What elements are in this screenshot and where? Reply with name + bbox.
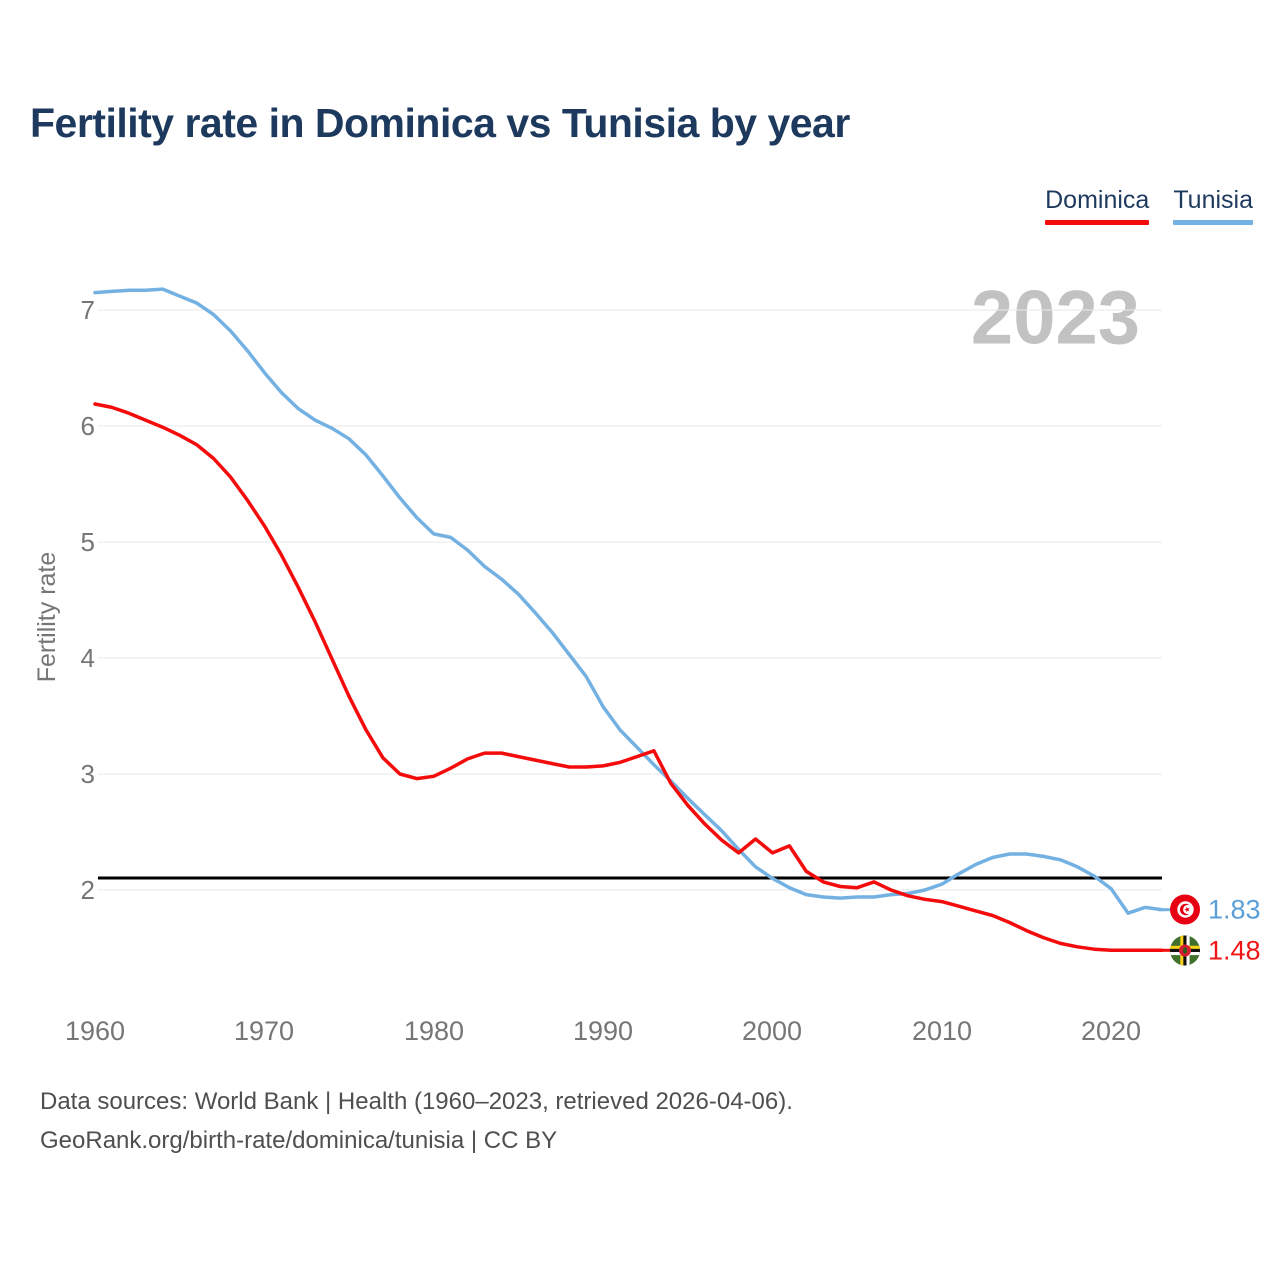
legend-item-dominica[interactable]: Dominica [1045, 186, 1150, 225]
dominica-line [93, 402, 1164, 953]
x-tick: 1960 [65, 1016, 125, 1046]
x-tick: 2010 [912, 1016, 972, 1046]
x-tick: 1980 [404, 1016, 464, 1046]
x-tick: 2020 [1081, 1016, 1141, 1046]
y-tick: 2 [81, 875, 95, 905]
source-line: Data sources: World Bank | Health (1960–… [40, 1088, 793, 1115]
y-tick: 3 [81, 759, 95, 789]
y-tick: 5 [81, 527, 95, 557]
x-tick: 1990 [573, 1016, 633, 1046]
x-tick: 2000 [742, 1016, 802, 1046]
tunisia-line [93, 287, 1164, 915]
legend-label-dominica: Dominica [1045, 186, 1150, 214]
y-axis-ticks: 7 6 5 4 3 2 [81, 295, 95, 905]
legend-item-tunisia[interactable]: Tunisia [1173, 186, 1253, 225]
y-tick: 7 [81, 295, 95, 325]
year-watermark: 2023 [971, 276, 1140, 361]
x-axis-ticks: 1960 1970 1980 1990 2000 2010 2020 [65, 1016, 1141, 1046]
legend-label-tunisia: Tunisia [1173, 186, 1253, 214]
legend-swatch-dominica [1045, 220, 1150, 225]
y-axis-label: Fertility rate [33, 552, 61, 683]
tunisia-flag-icon [1170, 894, 1200, 925]
legend-swatch-tunisia [1173, 220, 1253, 225]
dominica-end-value: 1.48 [1208, 935, 1261, 965]
y-tick: 4 [81, 643, 95, 673]
legend: Dominica Tunisia [1045, 186, 1253, 225]
gridlines [98, 309, 1162, 891]
tunisia-end-value: 1.83 [1208, 895, 1261, 925]
page-title: Fertility rate in Dominica vs Tunisia by… [30, 100, 850, 146]
y-tick: 6 [81, 411, 95, 441]
attribution-line: GeoRank.org/birth-rate/dominica/tunisia … [40, 1127, 558, 1154]
x-tick: 1970 [234, 1016, 294, 1046]
dominica-flag-icon [1170, 935, 1200, 966]
data-source-note: Data sources: World Bank | Health (1960–… [40, 1082, 793, 1160]
